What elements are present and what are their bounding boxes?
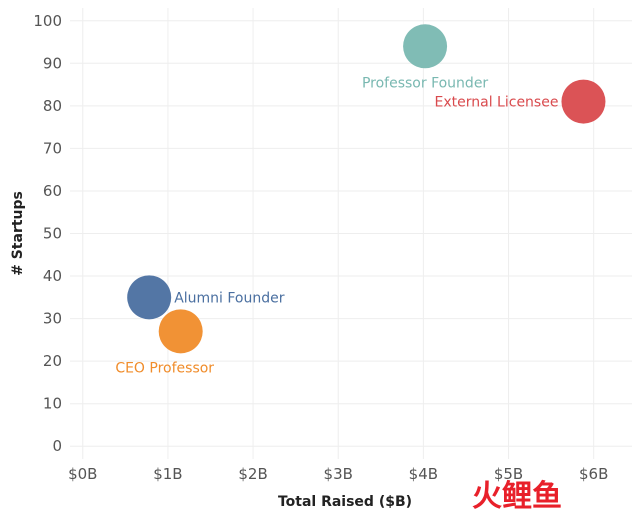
watermark-logo-graphic: 火鲤鱼	[472, 479, 562, 514]
data-point	[561, 79, 606, 124]
data-points	[127, 24, 606, 354]
data-point-label: External Licensee	[435, 95, 559, 111]
x-tick-label: $1B	[153, 465, 182, 483]
data-point-label: Professor Founder	[362, 75, 488, 91]
tick-labels: 0 10 20 30 40 50 60 70 80 90 100 $0B $1B $2B $3B $4B $5B…	[33, 12, 608, 483]
x-tick-label: $4B	[409, 465, 438, 483]
y-tick-label: 60	[43, 182, 62, 200]
data-point-label: CEO Professor	[115, 360, 214, 376]
data-point	[127, 275, 172, 320]
x-tick-label: $5B	[494, 465, 523, 483]
y-tick-label: 90	[43, 54, 62, 72]
x-axis-title: Total Raised ($B)	[278, 494, 412, 510]
y-tick-label: 30	[43, 310, 62, 328]
data-point-label: Alumni Founder	[174, 290, 285, 306]
data-point	[403, 24, 448, 69]
y-tick-label: 20	[43, 352, 62, 370]
y-tick-label: 10	[43, 395, 62, 413]
data-point	[158, 309, 203, 354]
y-tick-label: 70	[43, 139, 62, 157]
grid	[70, 8, 632, 459]
watermark-text: 火鲤鱼	[472, 479, 562, 514]
y-tick-label: 80	[43, 97, 62, 115]
y-tick-label: 40	[43, 267, 62, 285]
watermark-logo: 火鲤鱼	[472, 474, 622, 514]
x-tick-label: $0B	[68, 465, 97, 483]
y-axis-title: # Startups	[10, 191, 26, 276]
x-tick-label: $2B	[238, 465, 267, 483]
point-labels: Alumni Founder CEO Professor Professor Fou…	[115, 75, 558, 376]
x-tick-label: $6B	[579, 465, 608, 483]
y-tick-label: 0	[52, 437, 62, 455]
y-tick-label: 100	[33, 12, 62, 30]
y-tick-label: 50	[43, 225, 62, 243]
x-tick-label: $3B	[324, 465, 353, 483]
